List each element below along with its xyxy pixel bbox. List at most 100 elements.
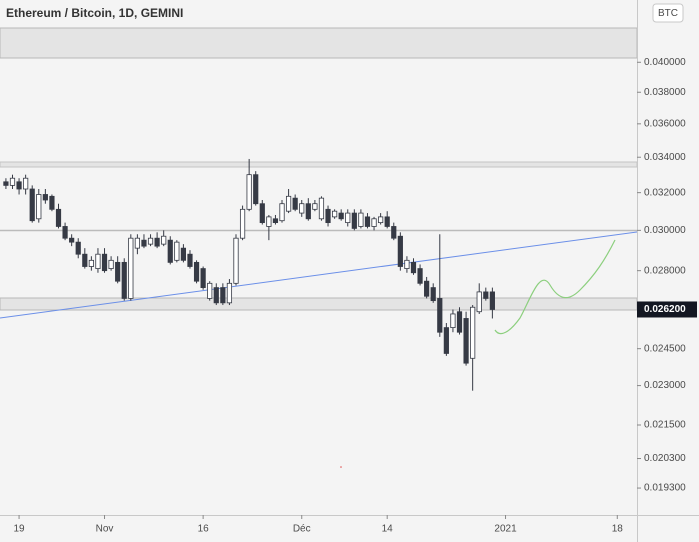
candle-body [154,237,160,247]
candle-body [193,261,200,282]
candle-body [207,282,213,299]
candle-body [358,212,364,227]
candle-body [82,253,88,267]
candle-body [101,253,108,272]
chart-title: Ethereum / Bitcoin, 1D, GEMINI [6,6,183,20]
candle-body [397,235,403,267]
last-price-label: 0.026200 [644,304,686,315]
candle-body [69,237,75,243]
candle-body [167,239,173,263]
candle-body [121,261,127,299]
y-tick-label: 0.036000 [644,118,686,129]
candle-body [318,197,325,220]
candle-body [312,203,318,210]
x-tick-label: 18 [612,524,624,535]
candle-body [220,287,226,304]
candle-body [42,194,48,201]
dot [340,466,342,468]
candle-body [108,259,114,269]
candle-body [3,181,9,186]
candle-body [279,203,285,222]
candle-body [430,287,436,302]
candle-body [266,216,272,227]
x-tick-label: 2021 [494,524,517,535]
candle-body [371,218,377,227]
candle-body [88,259,94,267]
candle-body [62,226,68,239]
candle-body [128,237,134,299]
candle-body [450,313,456,328]
candle-body [213,287,219,304]
candle-body [391,226,397,239]
candle-body [378,216,384,224]
candle-body [226,282,233,304]
candle-body [233,237,239,284]
candle-body [299,203,305,214]
x-tick-label: 19 [14,524,26,535]
y-tick-label: 0.020300 [644,453,686,464]
candle-body [29,188,35,222]
y-tick-label: 0.019300 [644,483,686,494]
candle-body [417,268,423,284]
candle-body [463,318,469,364]
candle-body [141,239,147,247]
y-tick-label: 0.028000 [644,265,686,276]
y-tick-label: 0.024500 [644,343,686,354]
x-tick-label: 14 [382,524,394,535]
x-tick-label: 16 [198,524,210,535]
candle-body [49,195,55,210]
candle-body [384,216,390,227]
candle-body [16,181,22,190]
resistance-zone [0,27,638,59]
candle-body [180,247,187,261]
y-tick-label: 0.021500 [644,420,686,431]
candle-body [489,291,495,310]
level-zone [0,161,638,168]
last-price-box [637,301,697,318]
currency-badge-box[interactable] [652,3,684,23]
candle-body [325,208,331,224]
candle-body [200,268,206,288]
candle-body [404,259,410,269]
candle-body [470,306,476,359]
candle-body [75,241,81,255]
candle-body [161,235,167,245]
projection-curve [494,239,616,335]
candle-body [483,291,489,299]
candle-body [36,194,42,220]
candle-body [259,203,265,224]
candle-body [456,311,463,333]
y-tick-label: 0.030000 [644,225,686,236]
candle-body [272,218,279,224]
candle-body [332,210,338,218]
y-tick-label: 0.034000 [644,152,686,163]
candle-body [246,174,252,210]
candle-body [115,261,121,282]
candle-body [95,253,101,269]
y-tick-label: 0.023000 [644,380,686,391]
candle-body [410,261,417,274]
candle-body [253,174,259,205]
trend-line [0,231,638,319]
candle-body [147,237,154,245]
candle-body [364,216,371,227]
candle-body [285,195,292,212]
currency-badge[interactable]: BTC [658,8,678,19]
candle-body [424,280,430,297]
candle-body [305,203,311,220]
candle-body [351,212,357,229]
candle-body [55,208,62,227]
x-tick-label: Nov [96,524,114,535]
candle-body [345,212,351,224]
candle-body [443,327,449,354]
candle-body [23,177,29,190]
y-tick-label: 0.032000 [644,187,686,198]
y-tick-label: 0.038000 [644,87,686,98]
candle-body [292,197,298,210]
candle-body [239,208,246,239]
x-tick-label: Déc [293,524,311,535]
candle-body [174,241,180,261]
candle-body [187,253,193,267]
y-tick-label: 0.040000 [644,57,686,68]
